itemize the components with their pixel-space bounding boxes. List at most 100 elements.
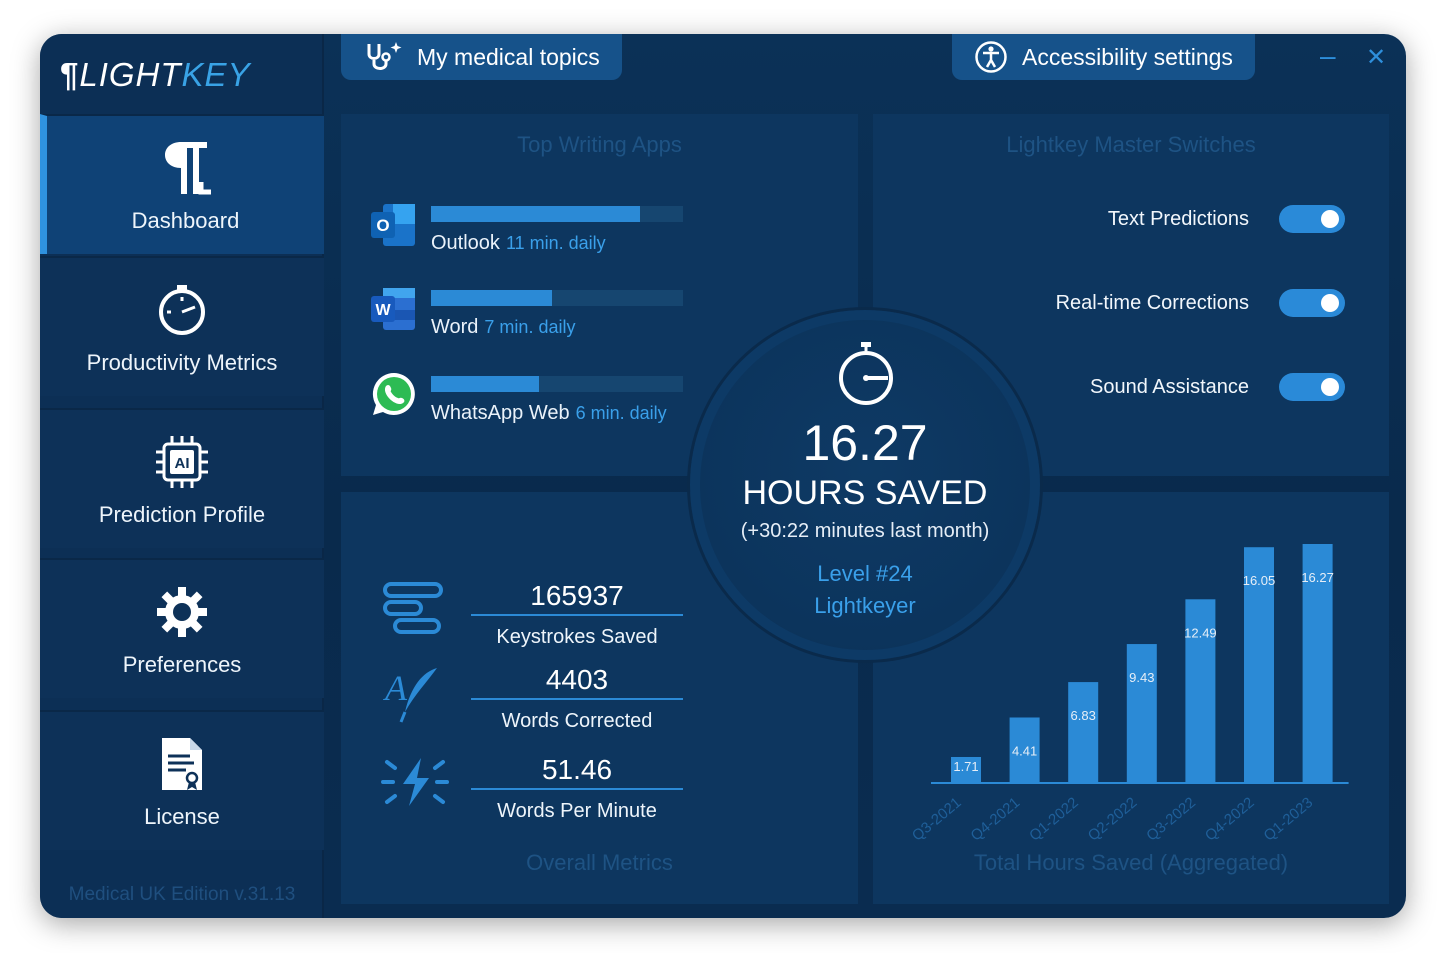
speedometer-icon <box>155 278 209 342</box>
chart-tick-label: Q3-2022 <box>1143 794 1199 845</box>
overall-metrics-title: Overall Metrics <box>526 850 673 875</box>
hours-delta: (+30:22 minutes last month) <box>740 520 990 542</box>
sidebar-item-license[interactable]: License <box>40 710 324 850</box>
metric-words-per-minute: 51.46 Words Per Minute <box>381 754 691 834</box>
accessibility-icon <box>975 41 1007 73</box>
hours-saved-caption: HOURS SAVED <box>742 474 988 512</box>
sidebar-item-prediction-profile[interactable]: AI Prediction Profile <box>40 408 324 548</box>
app-name: Outlook <box>431 232 500 254</box>
chart-data-label: 12.49 <box>1184 625 1217 640</box>
keystrokes-icon <box>383 582 443 634</box>
tab-accessibility-label: Accessibility settings <box>1022 43 1233 70</box>
switch-row-text-predictions: Text Predictions <box>1108 204 1345 234</box>
tab-accessibility-settings[interactable]: Accessibility settings <box>952 34 1255 80</box>
chart-data-label: 9.43 <box>1129 670 1154 685</box>
chart-bar <box>1185 599 1216 782</box>
speed-bolt-icon <box>381 758 449 806</box>
sidebar-item-label: Productivity Metrics <box>86 350 278 375</box>
list-item: O Outlook 11 min. daily <box>369 200 689 260</box>
master-switches-title: Lightkey Master Switches <box>1006 132 1256 157</box>
list-item: WhatsApp Web 6 min. daily <box>369 370 689 430</box>
chart-data-label: 1.71 <box>953 759 978 774</box>
app-time: 6 min. daily <box>575 403 667 423</box>
tab-medical-topics-label: My medical topics <box>417 43 600 70</box>
metric-label: Words Corrected <box>501 710 653 732</box>
sidebar-item-dashboard[interactable]: Dashboard <box>40 114 324 254</box>
switch-label: Sound Assistance <box>1090 375 1249 398</box>
hours-saved-value: 16.27 <box>802 415 928 471</box>
switch-row-realtime-corrections: Real-time Corrections <box>1056 288 1345 318</box>
realtime-corrections-toggle[interactable] <box>1279 289 1345 317</box>
svg-text:A: A <box>383 668 408 708</box>
chart-bar <box>951 756 981 782</box>
certificate-icon <box>158 732 206 796</box>
quill-icon: A <box>383 668 437 723</box>
hours-saved-circle: 16.27 HOURS SAVED (+30:22 minutes last m… <box>690 310 1040 660</box>
chart-tick-label: Q2-2022 <box>1085 794 1141 845</box>
app-window: ¶LIGHTKEY Dashboard Produ <box>40 34 1406 918</box>
metric-keystrokes-saved: 165937 Keystrokes Saved <box>381 580 691 660</box>
sidebar-item-label: Prediction Profile <box>98 502 266 527</box>
chart-data-label: 16.05 <box>1243 573 1276 588</box>
sidebar-item-productivity-metrics[interactable]: Productivity Metrics <box>40 256 324 396</box>
metric-label: Keystrokes Saved <box>496 626 658 648</box>
sidebar-item-label: Dashboard <box>131 208 240 233</box>
chart-bar <box>1068 682 1099 782</box>
metric-value: 4403 <box>471 664 683 700</box>
switch-label: Text Predictions <box>1107 207 1249 230</box>
chart-bar <box>1126 644 1157 782</box>
whatsapp-icon <box>372 372 415 415</box>
app-time: 7 min. daily <box>484 317 576 337</box>
usage-bar <box>431 376 683 392</box>
chart-data-label: 4.41 <box>1012 743 1037 758</box>
version-label: Medical UK Edition v.31.13 <box>68 884 296 905</box>
metric-words-corrected: A 4403 Words Corrected <box>381 664 691 744</box>
usage-bar <box>431 290 683 306</box>
ai-chip-icon: AI <box>154 430 210 494</box>
usage-bar <box>431 206 683 222</box>
top-apps-title: Top Writing Apps <box>517 132 682 157</box>
sidebar-item-preferences[interactable]: Preferences <box>40 558 324 698</box>
hours-saved-chart: 1.71 Q3-2021 4.41 Q4-2021 6.83 Q1-2022 9.43 Q2-… <box>909 544 1349 845</box>
chart-bar <box>1009 717 1040 782</box>
app-logo: ¶LIGHTKEY <box>60 56 251 93</box>
chart-bar <box>1302 544 1333 782</box>
svg-text:O: O <box>376 216 389 235</box>
sidebar: ¶LIGHTKEY Dashboard Produ <box>40 34 324 918</box>
chart-tick-label: Q1-2022 <box>1026 794 1082 845</box>
chart-bar <box>1244 547 1274 782</box>
outlook-icon: O <box>371 204 415 246</box>
metric-value: 165937 <box>471 580 683 616</box>
level-rank: Lightkeyer <box>814 593 916 618</box>
minimize-button[interactable]: – <box>1320 40 1336 71</box>
app-time: 11 min. daily <box>505 233 606 253</box>
gear-icon <box>155 580 209 644</box>
stopwatch-icon <box>839 342 893 405</box>
text-predictions-toggle[interactable] <box>1279 205 1345 233</box>
metric-label: Words Per Minute <box>497 800 657 822</box>
svg-text:AI: AI <box>175 455 190 472</box>
close-button[interactable]: ✕ <box>1366 44 1387 71</box>
level-info: Level #24 Lightkeyer <box>700 558 1030 622</box>
switch-label: Real-time Corrections <box>1055 291 1249 314</box>
app-name: WhatsApp Web <box>431 402 570 424</box>
chart-tick-label: Q1-2023 <box>1261 794 1317 845</box>
chart-title: Total Hours Saved (Aggregated) <box>973 850 1289 875</box>
chart-data-label: 16.27 <box>1301 570 1334 585</box>
svg-text:W: W <box>375 302 391 319</box>
sound-assistance-toggle[interactable] <box>1279 373 1345 401</box>
stethoscope-icon <box>367 42 402 70</box>
chart-tick-label: Q4-2022 <box>1202 794 1258 845</box>
list-item: W Word 7 min. daily <box>369 284 689 344</box>
chart-tick-label: Q3-2021 <box>909 794 965 845</box>
word-icon: W <box>371 288 415 330</box>
lightkey-logo-icon <box>159 136 213 200</box>
app-name: Word <box>431 316 479 338</box>
switch-row-sound-assistance: Sound Assistance <box>1090 372 1345 402</box>
level-number: Level #24 <box>817 561 913 586</box>
chart-data-label: 6.83 <box>1071 708 1096 723</box>
chart-tick-label: Q4-2021 <box>968 794 1024 845</box>
tab-medical-topics[interactable]: My medical topics <box>341 34 622 80</box>
sidebar-item-label: License <box>144 804 220 829</box>
metric-value: 51.46 <box>471 754 683 790</box>
